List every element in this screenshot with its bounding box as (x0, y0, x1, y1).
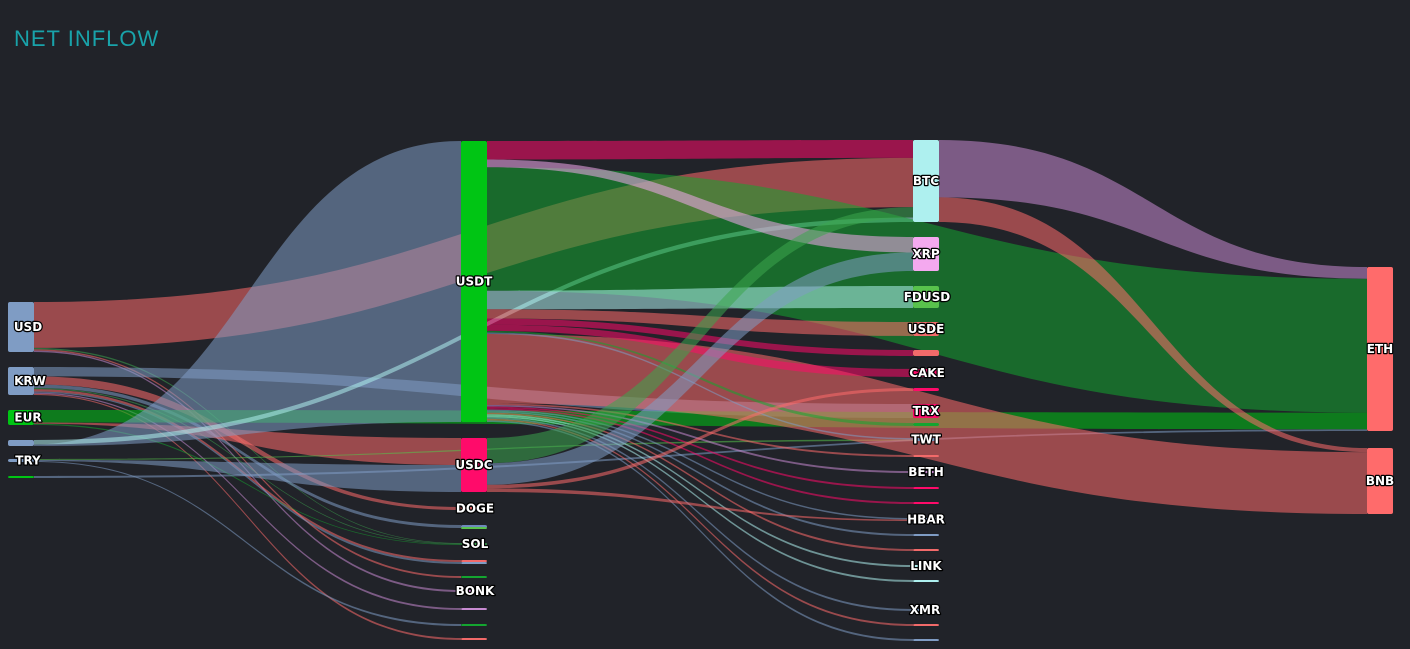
node-label-link: LINK (910, 559, 942, 573)
node-label-krw: KRW (14, 374, 46, 388)
node-m8[interactable] (461, 638, 487, 640)
node-m4[interactable] (461, 562, 487, 564)
link-usdt-r11[interactable] (487, 420, 913, 641)
node-label-eth: ETH (1367, 342, 1393, 356)
node-label-usd: USD (14, 320, 42, 334)
node-r2[interactable] (913, 388, 939, 391)
node-r9[interactable] (913, 580, 939, 582)
node-label-hbar: HBAR (907, 513, 945, 527)
node-bonk[interactable] (461, 590, 487, 592)
node-r7[interactable] (913, 534, 939, 536)
link-usdt-cake[interactable] (487, 324, 913, 377)
node-cake[interactable] (913, 369, 939, 377)
link-btc-eth[interactable] (939, 140, 1367, 279)
node-label-eur: EUR (14, 411, 41, 425)
node-usdt[interactable] (461, 141, 487, 422)
node-twt[interactable] (913, 438, 939, 441)
link-krw-m6[interactable] (34, 392, 461, 610)
chart-title: NET INFLOW (14, 26, 160, 51)
link-usdc-r2[interactable] (487, 388, 913, 489)
link-gbp-usdt[interactable] (34, 141, 461, 446)
node-r11[interactable] (913, 639, 939, 641)
node-label-sol: SOL (462, 537, 489, 551)
node-label-bonk: BONK (456, 584, 495, 598)
link-usdc-btc[interactable] (487, 207, 913, 464)
link-usdt-r3[interactable] (487, 330, 913, 426)
node-r6[interactable] (913, 502, 939, 504)
node-usdc[interactable] (461, 438, 487, 492)
node-m3[interactable] (461, 560, 487, 562)
node-label-twt: TWT (911, 433, 941, 447)
link-usdt-r7[interactable] (487, 411, 913, 536)
node-r8[interactable] (913, 549, 939, 551)
link-usdt-twt[interactable] (487, 332, 913, 440)
link-usdt-r8[interactable] (487, 412, 913, 551)
node-label-usdt: USDT (456, 275, 493, 289)
node-beth[interactable] (913, 471, 939, 473)
nodes-layer (8, 140, 1393, 641)
node-r5[interactable] (913, 487, 939, 489)
link-usdt-xrp[interactable] (487, 159, 913, 253)
node-xmr[interactable] (913, 609, 939, 611)
link-try-m7[interactable] (34, 461, 461, 626)
labels-layer: USD KRW EUR TRY USDT USDC DOGE SOL BONK BTC XRP FDU… (13, 173, 1396, 619)
link-eur-sol[interactable] (34, 423, 461, 545)
link-usdt-r10[interactable] (487, 418, 913, 626)
node-eth[interactable] (1367, 267, 1393, 431)
node-xrp[interactable] (913, 237, 939, 271)
link-krw-m4[interactable] (34, 391, 461, 565)
node-sol[interactable] (461, 543, 487, 545)
node-m2[interactable] (461, 527, 487, 529)
node-hbar[interactable] (913, 518, 939, 521)
node-doge[interactable] (461, 507, 487, 510)
link-usdt-r6[interactable] (487, 408, 913, 504)
link-usdt-r5[interactable] (487, 406, 913, 489)
node-krw[interactable] (8, 367, 34, 395)
node-fdusd[interactable] (913, 286, 939, 308)
link-usdt-btc[interactable] (487, 140, 913, 160)
link-usdc-xrp[interactable] (487, 252, 913, 485)
node-gbp[interactable] (8, 440, 34, 446)
link-usdt-r9[interactable] (487, 415, 913, 582)
node-r1[interactable] (913, 350, 939, 356)
node-label-fdusd: FDUSD (904, 290, 951, 304)
link-usdt-link[interactable] (487, 414, 913, 567)
link-usdt-xmr[interactable] (487, 417, 913, 611)
node-link[interactable] (913, 565, 939, 567)
node-bnb[interactable] (1367, 448, 1393, 514)
node-try[interactable] (8, 459, 34, 462)
node-label-usdc: USDC (455, 458, 492, 472)
link-krw-m1[interactable] (34, 384, 461, 529)
node-trx[interactable] (913, 404, 939, 418)
node-m6[interactable] (461, 608, 487, 610)
node-label-doge: DOGE (456, 502, 494, 516)
node-brl[interactable] (8, 476, 34, 478)
node-r10[interactable] (913, 624, 939, 626)
node-btc[interactable] (913, 140, 939, 222)
link-usdt-r4[interactable] (487, 403, 913, 457)
link-usdc-hbar[interactable] (487, 488, 913, 521)
node-label-cake: CAKE (909, 366, 945, 380)
link-krw-m8[interactable] (34, 393, 461, 640)
node-label-trx: TRX (913, 404, 940, 418)
node-r4[interactable] (913, 455, 939, 457)
node-label-xrp: XRP (912, 247, 939, 261)
links-layer (34, 140, 1367, 641)
node-usde[interactable] (913, 322, 939, 336)
node-m7[interactable] (461, 624, 487, 626)
node-label-try: TRY (15, 454, 41, 468)
node-m5[interactable] (461, 576, 487, 578)
node-label-usde: USDE (908, 322, 945, 336)
link-usdt-hbar[interactable] (487, 409, 913, 520)
node-r3[interactable] (913, 423, 939, 426)
node-label-beth: BETH (908, 465, 944, 479)
node-label-xmr: XMR (910, 603, 940, 617)
link-btc-bnb[interactable] (939, 197, 1367, 453)
node-label-bnb: BNB (1366, 474, 1394, 488)
node-label-btc: BTC (913, 174, 939, 188)
node-eur[interactable] (8, 410, 34, 425)
link-brl-eth[interactable] (34, 429, 1367, 478)
node-usd[interactable] (8, 302, 34, 352)
